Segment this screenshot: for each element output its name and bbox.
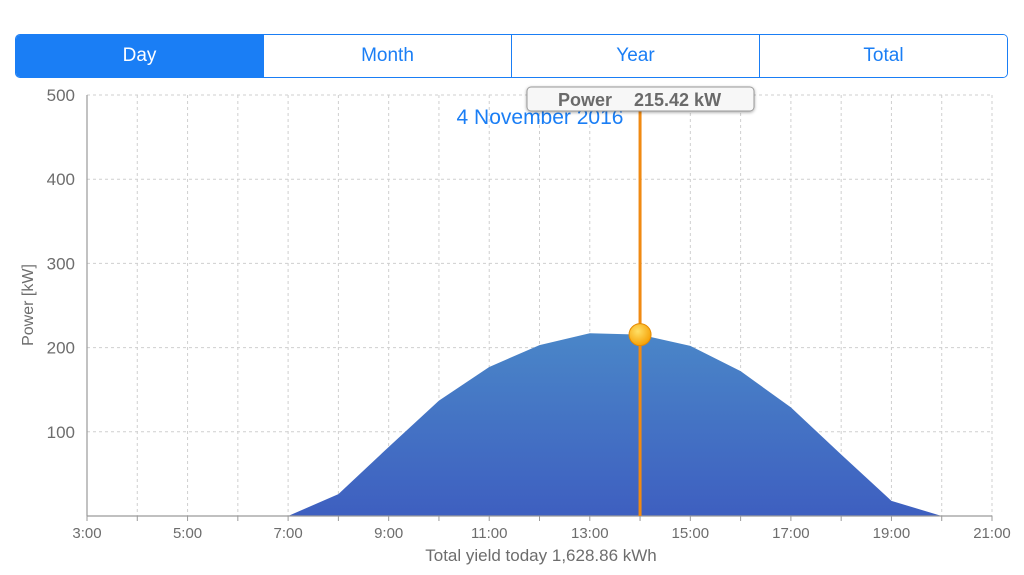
x-tick-label: 9:00 [374, 525, 403, 542]
area-layer [288, 333, 942, 516]
x-tick-label: 21:00 [973, 525, 1011, 542]
tab-day[interactable]: Day [16, 35, 264, 77]
x-tick-label: 5:00 [173, 525, 202, 542]
tab-total[interactable]: Total [760, 35, 1007, 77]
y-tick-label: 500 [47, 86, 75, 105]
x-tick-label: 11:00 [471, 525, 507, 542]
power-area [288, 333, 942, 516]
x-tick-labels: 3:00 5:00 7:00 9:00 11:00 13:00 15:00 17:00 19:0… [72, 525, 1010, 542]
y-tick-label: 100 [47, 423, 75, 442]
date-label: 4 November 2016 [457, 106, 624, 129]
y-tick-label: 400 [47, 170, 75, 189]
y-tick-label: 200 [47, 339, 75, 358]
chart-axes [86, 95, 993, 521]
x-tick-label: 19:00 [873, 525, 911, 542]
x-tick-label: 13:00 [571, 525, 609, 542]
y-axis-label: Power [kW] [20, 264, 37, 346]
x-tick-label: 15:00 [672, 525, 710, 542]
y-tick-label: 300 [47, 254, 75, 273]
cursor-marker[interactable] [628, 323, 652, 347]
x-tick-label: 7:00 [274, 525, 303, 542]
period-segmented-control: Day Month Year Total [15, 34, 1008, 78]
x-axis-label: Total yield today 1,628.86 kWh [425, 546, 657, 565]
x-tick-label: 3:00 [72, 525, 101, 542]
y-tick-labels: 100 200 300 400 500 [47, 86, 75, 442]
x-tick-label: 17:00 [772, 525, 810, 542]
tab-month[interactable]: Month [264, 35, 512, 77]
tooltip-value: 215.42 kW [634, 90, 721, 110]
value-tooltip: Power 215.42 kW [526, 86, 755, 112]
tab-year[interactable]: Year [512, 35, 760, 77]
tooltip-label: Power [558, 90, 612, 110]
